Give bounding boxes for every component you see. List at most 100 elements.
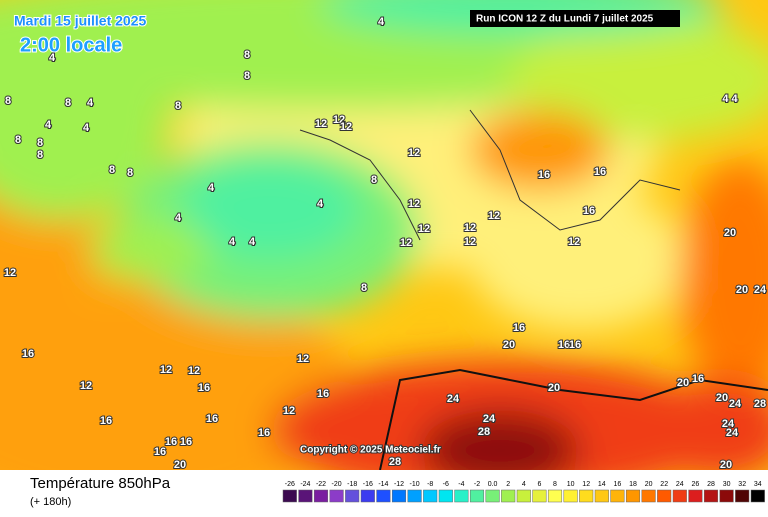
scale-label: 0.0	[488, 481, 498, 488]
contour-label: 4	[378, 16, 385, 28]
contour-label: 4	[83, 122, 90, 134]
scale-swatch	[547, 489, 563, 503]
contour-label: 24	[726, 427, 739, 439]
scale-swatch	[594, 489, 609, 503]
contour-label: 20	[724, 227, 736, 239]
scale-swatch	[657, 489, 672, 503]
scale-label: -2	[474, 481, 480, 488]
copyright: Copyright © 2025 Meteociel.fr	[300, 445, 441, 456]
color-scale: -26 -24 -22 -20 -18 -16 -14 -12 -10 -8 -6 -4 -2 0.0 2 4…	[282, 481, 765, 503]
scale-label: -4	[458, 481, 464, 488]
contour-label: 16	[206, 413, 218, 425]
contour-label: 16	[513, 322, 525, 334]
scale-swatch	[641, 489, 656, 503]
contour-label: 28	[478, 426, 490, 438]
scale-swatch	[485, 489, 500, 503]
contour-label: 20	[174, 459, 186, 471]
contour-label: 12	[488, 210, 500, 222]
scale-label: -10	[410, 481, 420, 488]
contour-label: 4	[87, 97, 94, 109]
scale-label: 28	[707, 481, 715, 488]
scale-label: -20	[332, 481, 342, 488]
contour-label: 12	[160, 364, 172, 376]
scale-swatch	[579, 489, 594, 503]
contour-label: 8	[127, 167, 133, 179]
scale-label: -22	[316, 481, 326, 488]
scale-label: 24	[676, 481, 684, 488]
footer-title: Température 850hPa	[30, 475, 171, 492]
contour-label: 12	[408, 198, 420, 210]
contour-label: 12	[340, 121, 352, 133]
contour-label: 12	[315, 118, 327, 130]
contour-label: 8	[37, 149, 43, 161]
contour-label: 20	[548, 382, 560, 394]
contour-label: 4 4	[722, 93, 738, 105]
scale-swatch	[750, 489, 765, 503]
scale-label: 20	[645, 481, 653, 488]
contour-label: 12	[568, 236, 580, 248]
scale-swatch	[672, 489, 687, 503]
scale-swatch	[735, 489, 750, 503]
contour-label: 8	[65, 97, 71, 109]
contour-label: 12	[4, 267, 16, 279]
scale-swatch	[625, 489, 641, 503]
scale-swatch	[688, 489, 703, 503]
scale-swatch	[454, 489, 469, 503]
scale-swatch	[469, 489, 485, 503]
contour-label: 28	[389, 456, 401, 468]
contour-label: 8	[109, 164, 115, 176]
contour-label: 8	[37, 137, 43, 149]
contour-label: 12	[400, 237, 412, 249]
contour-label: 16	[258, 427, 270, 439]
scale-swatch	[329, 489, 344, 503]
contour-label: 12	[464, 236, 476, 248]
scale-swatch	[438, 489, 453, 503]
contour-label: 16	[154, 446, 166, 458]
contour-label: 4	[249, 236, 256, 248]
contour-label: 8	[361, 282, 367, 294]
scale-label: 34	[754, 481, 762, 488]
contour-label: 8	[244, 70, 250, 82]
contour-label: 8	[5, 95, 11, 107]
contour-label: 12	[297, 353, 309, 365]
scale-label: 30	[723, 481, 731, 488]
contour-label: 16	[569, 339, 581, 351]
scale-label: 16	[614, 481, 622, 488]
scale-label: -12	[394, 481, 404, 488]
scale-label: 4	[522, 481, 526, 488]
scale-swatch	[516, 489, 531, 503]
scale-swatch	[407, 489, 422, 503]
contour-label: 16	[558, 339, 570, 351]
contour-label: 8	[15, 134, 21, 146]
contour-label: 4	[49, 52, 56, 64]
contour-label: 20	[716, 392, 728, 404]
scale-swatch	[703, 489, 719, 503]
contour-label: 4	[317, 198, 324, 210]
scale-label: 14	[598, 481, 606, 488]
contour-label: 24	[729, 398, 742, 410]
contour-label: 4	[45, 119, 52, 131]
scale-label: 18	[629, 481, 637, 488]
scale-swatch	[532, 489, 547, 503]
contour-label: 16	[100, 415, 112, 427]
scale-label: 10	[567, 481, 575, 488]
footer-subtitle: (+ 180h)	[30, 496, 71, 508]
contour-label: 8	[244, 49, 250, 61]
date: Mardi 15 juillet 2025	[14, 13, 146, 29]
contour-label: 12	[283, 405, 295, 417]
contour-label: 4	[208, 182, 215, 194]
run-box	[470, 10, 680, 27]
scale-label: 32	[738, 481, 746, 488]
scale-label: 8	[553, 481, 557, 488]
contour-label: 16	[22, 348, 34, 360]
contour-label: 20	[503, 339, 515, 351]
contour-label: 28	[754, 398, 766, 410]
scale-label: -24	[300, 481, 310, 488]
contour-label: 16	[165, 436, 177, 448]
scale-label: -18	[347, 481, 357, 488]
scale-label: -26	[285, 481, 295, 488]
contour-label: 20	[720, 459, 732, 471]
contour-label: 12	[464, 222, 476, 234]
